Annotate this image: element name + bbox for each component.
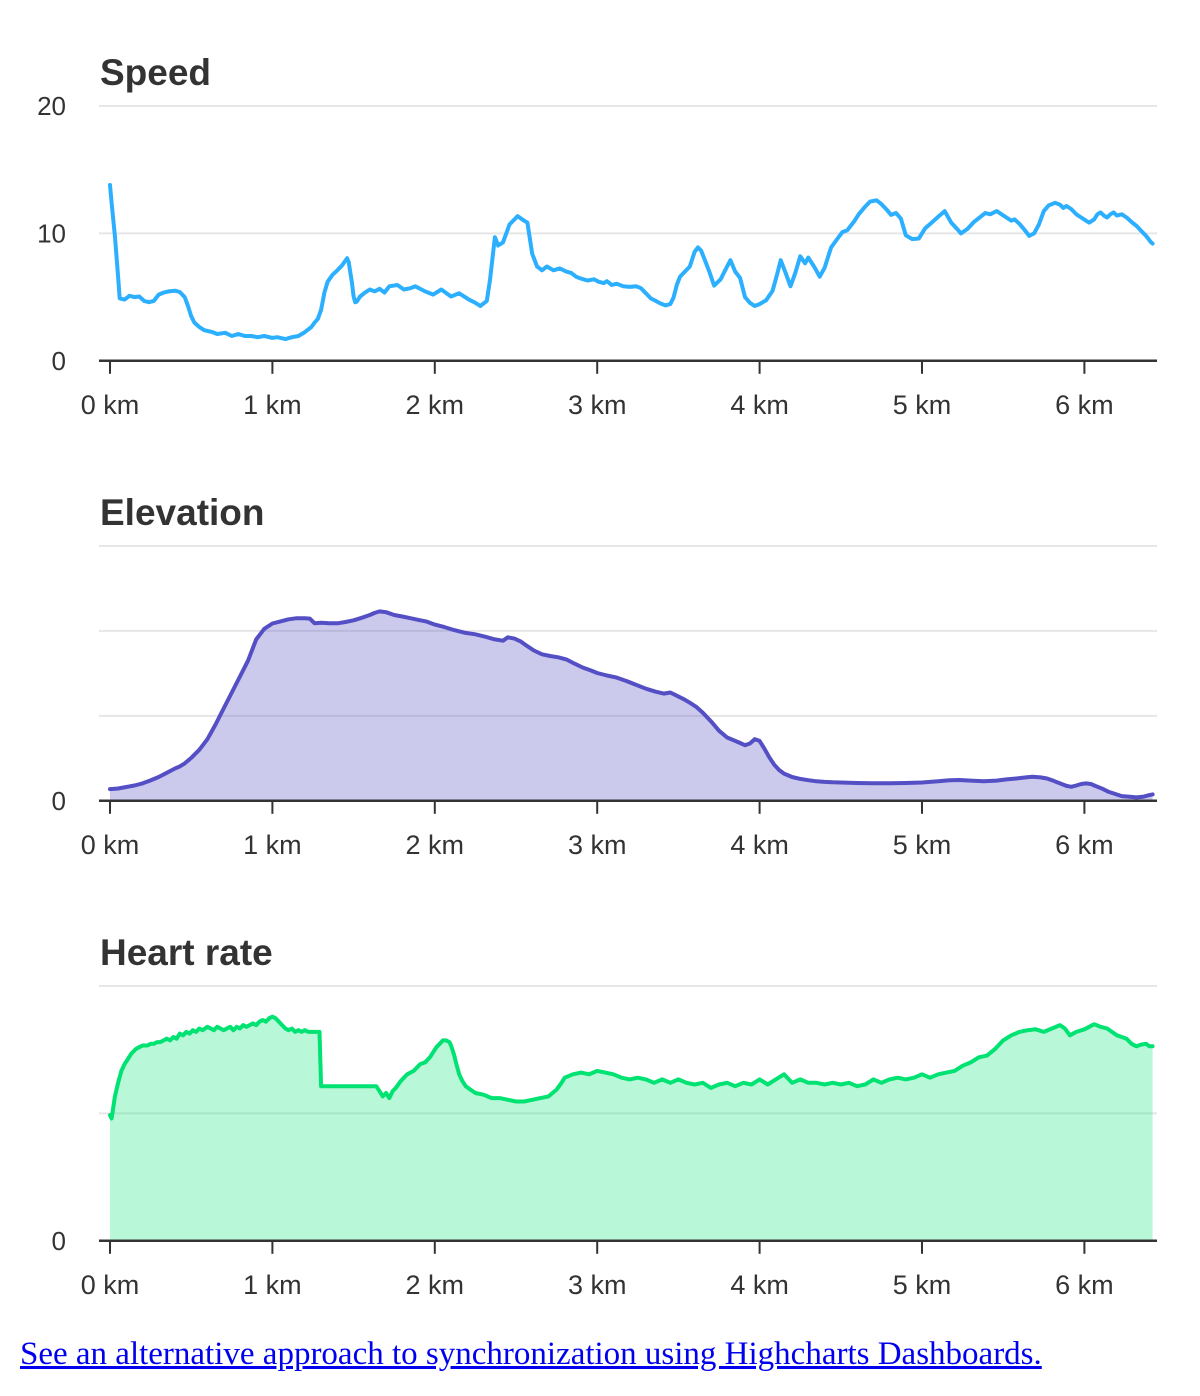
x-axis-label: 1 km: [243, 1270, 302, 1300]
elevation-series-area: [110, 611, 1153, 801]
x-axis-label: 5 km: [893, 830, 952, 860]
x-axis-label: 4 km: [730, 390, 789, 420]
x-axis-label: 6 km: [1055, 830, 1114, 860]
x-axis-label: 4 km: [730, 1270, 789, 1300]
x-axis-label: 6 km: [1055, 1270, 1114, 1300]
x-axis-label: 1 km: [243, 390, 302, 420]
x-axis-label: 3 km: [568, 830, 627, 860]
x-axis-label: 0 km: [81, 390, 140, 420]
heart-rate-chart: Heart rate 0 km 1 km 2 km 3 km 4 km 5 km 6 km 0: [0, 880, 1200, 1320]
x-axis-label: 3 km: [568, 1270, 627, 1300]
heart-rate-series-line: [108, 1014, 1155, 1121]
elevation-chart-title: Elevation: [100, 492, 265, 533]
x-axis-label: 1 km: [243, 830, 302, 860]
x-axis-label: 5 km: [893, 1270, 952, 1300]
heart-rate-chart-plot[interactable]: 0 km 1 km 2 km 3 km 4 km 5 km 6 km 0: [0, 880, 1200, 1320]
elevation-series-line: [108, 609, 1155, 800]
x-axis-label: 6 km: [1055, 390, 1114, 420]
x-axis-label: 0 km: [81, 1270, 140, 1300]
x-axis-label: 4 km: [730, 830, 789, 860]
y-axis-label: 10: [37, 218, 66, 248]
y-axis-label: 0: [52, 786, 66, 816]
elevation-chart: Elevation 0 km 1 km 2 km 3 km 4 km 5 km 6 km 0: [0, 440, 1200, 880]
speed-chart-plot[interactable]: 0 km 1 km 2 km 3 km 4 km 5 km 6 km 0 10 20: [0, 0, 1200, 440]
speed-chart: Speed 0 km 1 km 2 km 3 km 4 km 5 km 6 km 0 10 20: [0, 0, 1200, 440]
x-axis-label: 5 km: [893, 390, 952, 420]
y-axis-label: 20: [37, 91, 66, 121]
dashboards-alternative-link[interactable]: See an alternative approach to synchroni…: [20, 1336, 1042, 1372]
x-axis-label: 2 km: [406, 390, 465, 420]
speed-series-line: [108, 183, 1155, 342]
heart-rate-series-area: [110, 1016, 1153, 1241]
elevation-chart-plot[interactable]: 0 km 1 km 2 km 3 km 4 km 5 km 6 km 0: [0, 440, 1200, 880]
y-axis-label: 0: [52, 346, 66, 376]
heart-rate-chart-title: Heart rate: [100, 932, 273, 973]
x-axis-label: 0 km: [81, 830, 140, 860]
x-axis-label: 3 km: [568, 390, 627, 420]
y-axis-label: 0: [52, 1226, 66, 1256]
x-axis-label: 2 km: [406, 1270, 465, 1300]
speed-chart-title: Speed: [100, 52, 212, 93]
x-axis-label: 2 km: [406, 830, 465, 860]
footer: See an alternative approach to synchroni…: [20, 1336, 1042, 1373]
